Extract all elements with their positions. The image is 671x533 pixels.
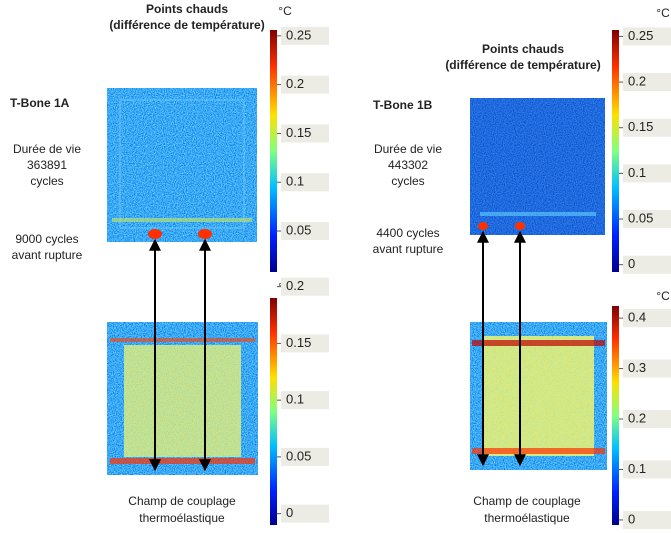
colorbar (612, 306, 619, 525)
colorbar-tick-label: 0.25 (628, 28, 653, 43)
colorbar-tick-label: 0 (628, 256, 635, 271)
colorbar (270, 30, 277, 272)
rupture-text: avant rupture (12, 248, 83, 262)
tick-label-box (623, 118, 671, 137)
tick-label-box (623, 210, 671, 229)
colorbar-tick-label: 0.2 (628, 410, 646, 425)
colorbar-tick-label: 0.05 (286, 448, 311, 463)
tick-label-box (281, 504, 329, 523)
life-text: Durée de vie (13, 142, 81, 156)
rupture-text: 4400 cycles (376, 226, 439, 240)
colorbar-tick-label: 0.2 (286, 76, 304, 91)
tick-label-box (281, 26, 329, 45)
caption: Champ de couplage (128, 494, 236, 508)
colorbar-tick-label: 0.2 (286, 278, 304, 293)
colorbar-tick-label: 0.05 (628, 210, 653, 225)
thermal-image-b-top (470, 98, 605, 235)
tick-label-box (281, 277, 329, 296)
tick-label-box (281, 173, 329, 192)
colorbar-tick-label: 0.4 (628, 310, 646, 325)
life-text: cycles (391, 174, 424, 188)
panel-subtitle: (différence de température) (109, 18, 264, 32)
tick-label-box (623, 73, 671, 92)
panel-subtitle: (différence de température) (445, 58, 600, 72)
panel-title: Points chauds (482, 42, 564, 56)
colorbar-tick-label: 0.2 (628, 73, 646, 88)
tick-label-box (281, 222, 329, 241)
rupture-text: avant rupture (373, 242, 444, 256)
life-text: 443302 (388, 158, 428, 172)
life-text: cycles (30, 174, 63, 188)
colorbar-unit: °C (278, 4, 292, 18)
colorbar-tick-label: 0.3 (628, 360, 646, 375)
tick-label-box (281, 75, 329, 94)
panel-title: Points chauds (146, 2, 228, 16)
tick-label-box (623, 255, 671, 274)
tick-label-box (623, 460, 671, 479)
colorbar-unit: °C (656, 6, 670, 20)
colorbar-tick-label: 0.05 (286, 222, 311, 237)
life-text: 363891 (27, 158, 67, 172)
tick-label-box (623, 359, 671, 378)
tick-label-box (623, 164, 671, 183)
colorbar-tick-label: 0.15 (286, 125, 311, 140)
caption: Champ de couplage (473, 494, 581, 508)
colorbar (270, 298, 277, 525)
thermal-image-a-top (107, 88, 257, 242)
colorbar-tick-label: 0.15 (628, 119, 653, 134)
colorbar-tick-label: 0.1 (628, 461, 646, 476)
thermal-image-a-bottom (107, 322, 258, 475)
colorbar-tick-label: 0 (628, 511, 635, 526)
tick-label-box (623, 27, 671, 46)
caption: thermoélastique (484, 511, 570, 525)
caption: thermoélastique (139, 511, 225, 525)
colorbar-tick-label: 0.25 (286, 27, 311, 42)
tick-label-box (281, 124, 329, 143)
tick-label-box (623, 309, 671, 328)
colorbar-tick-label: 0 (286, 505, 293, 520)
thermal-image-b-bottom (470, 322, 607, 470)
colorbar-tick-label: 0.15 (286, 335, 311, 350)
tick-label-box (281, 447, 329, 466)
tick-label-box (281, 334, 329, 353)
specimen-name: T-Bone 1A (10, 96, 70, 110)
rupture-text: 9000 cycles (15, 232, 78, 246)
specimen-name: T-Bone 1B (373, 98, 433, 112)
colorbar-tick-label: 0.1 (628, 165, 646, 180)
colorbar-tick-label: 0.1 (286, 392, 304, 407)
colorbar-unit: °C (656, 289, 670, 303)
tick-label-box (281, 391, 329, 410)
colorbar-tick-label: 0.1 (286, 174, 304, 189)
life-text: Durée de vie (374, 142, 442, 156)
tick-label-box (623, 510, 671, 529)
colorbar (612, 30, 619, 272)
tick-label-box (623, 410, 671, 429)
